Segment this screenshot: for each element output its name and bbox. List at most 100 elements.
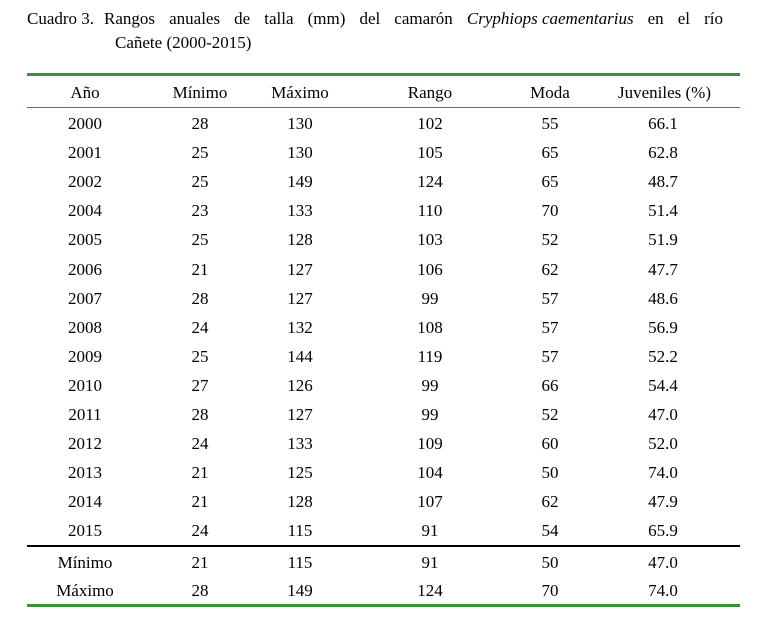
cell-juveniles: 62.8 [648,143,678,163]
cell-minimum: 25 [191,172,209,192]
cell-juveniles: 51.9 [648,230,678,250]
cell-minimum: 21 [191,553,209,572]
cell-juveniles: 52.0 [648,434,678,454]
caption-title: Rangos anuales de talla (mm) del camarón… [104,7,723,31]
caption-word: río [704,9,723,28]
caption-word: del [359,9,381,28]
cell-year: 2012 [68,434,102,454]
cell-maximum: 125 [287,463,313,483]
cell-minimum: 24 [191,521,209,541]
cell-range: 106 [417,259,443,279]
cell-mode: 50 [541,463,559,483]
cell-juveniles: 74.0 [648,463,678,483]
table-row: 2014 21 128 107 62 47.9 [0,487,765,516]
cell-mode: 70 [541,581,559,600]
caption-word: en [647,9,664,28]
caption-word: de [234,9,251,28]
table-row: 2013 21 125 104 50 74.0 [0,458,765,487]
column-header-range: Rango [407,83,453,102]
cell-maximum: 127 [287,288,313,308]
cell-year: 2009 [68,346,102,366]
cell-maximum: 149 [287,581,313,600]
cell-mode: 52 [541,230,559,250]
table-row: 2006 21 127 106 62 47.7 [0,255,765,284]
cell-range: 102 [417,114,443,133]
caption-word: camarón [394,9,453,28]
table-row: 2010 27 126 99 66 54.4 [0,371,765,400]
table-row: 2000 28 130 102 55 66.1 [0,109,765,138]
cell-maximum: 130 [287,114,313,133]
caption-word: anuales [169,9,221,28]
header-bottom-rule [27,107,740,108]
cell-juveniles: 47.7 [648,259,678,279]
cell-juveniles: 51.4 [648,201,678,221]
caption-line-2: Cañete (2000-2015) [115,33,252,52]
column-header-minimum: Mínimo [172,83,228,102]
caption-species-name: Cryphiops caementarius [466,9,634,28]
caption-word: el [677,9,691,28]
summary-row: Máximo 28 149 124 70 74.0 [0,576,765,605]
cell-mode: 65 [541,172,559,192]
cell-mode: 57 [541,317,559,337]
cell-range: 119 [417,346,443,366]
cell-maximum: 133 [287,434,313,454]
cell-juveniles: 47.0 [648,405,678,424]
cell-juveniles: 48.6 [648,288,678,308]
cell-maximum: 127 [287,405,313,424]
cell-maximum: 132 [287,317,313,337]
cell-mode: 62 [541,259,559,279]
cell-year: 2002 [68,172,102,192]
cell-maximum: 133 [287,201,313,221]
caption-word: Rangos [104,9,156,28]
cell-mode: 54 [541,521,559,541]
table-caption: Cuadro 3. Rangos anuales de talla (mm) d… [27,7,723,55]
caption-label: Cuadro 3. [27,9,95,28]
cell-range: 103 [417,230,443,250]
cell-mode: 57 [541,346,559,366]
cell-mode: 50 [541,553,559,572]
cell-juveniles: 74.0 [648,581,678,600]
cell-maximum: 127 [287,259,313,279]
cell-mode: 70 [541,201,559,221]
cell-year: 2014 [68,492,102,512]
cell-juveniles: 47.0 [648,553,678,572]
cell-range: 104 [417,463,443,483]
cell-minimum: 28 [191,405,209,424]
cell-year: 2010 [68,375,102,395]
cell-year: 2006 [68,259,102,279]
cell-juveniles: 66.1 [648,114,678,133]
summary-separator-rule [27,545,740,547]
cell-maximum: 128 [287,492,313,512]
cell-minimum: 21 [191,463,209,483]
cell-minimum: 21 [191,492,209,512]
cell-range: 107 [417,492,443,512]
cell-minimum: 24 [191,434,209,454]
cell-minimum: 28 [191,114,209,133]
cell-minimum: 25 [191,143,209,163]
cell-juveniles: 65.9 [648,521,678,541]
cell-year: 2005 [68,230,102,250]
cell-maximum: 126 [287,375,313,395]
cell-mode: 62 [541,492,559,512]
cell-range: 99 [421,288,439,308]
cell-maximum: 149 [287,172,313,192]
cell-minimum: 28 [191,288,209,308]
caption-word: (mm) [307,9,346,28]
cell-mode: 55 [541,114,559,133]
cell-juveniles: 56.9 [648,317,678,337]
table-row: 2011 28 127 99 52 47.0 [0,400,765,429]
cell-minimum: 25 [191,230,209,250]
table-row: 2001 25 130 105 65 62.8 [0,138,765,167]
cell-minimum: 28 [191,581,209,600]
table-row: 2004 23 133 110 70 51.4 [0,196,765,225]
cell-year: 2000 [68,114,102,133]
cell-range: 109 [417,434,443,454]
table-header-row: Año Mínimo Máximo Rango Moda Juveniles (… [0,77,765,106]
cell-minimum: 25 [191,346,209,366]
cell-mode: 52 [541,405,559,424]
cell-range: 91 [421,521,439,541]
cell-range: 99 [421,405,439,424]
cell-maximum: 130 [287,143,313,163]
column-header-mode: Moda [530,83,570,102]
cell-range: 124 [417,172,443,192]
